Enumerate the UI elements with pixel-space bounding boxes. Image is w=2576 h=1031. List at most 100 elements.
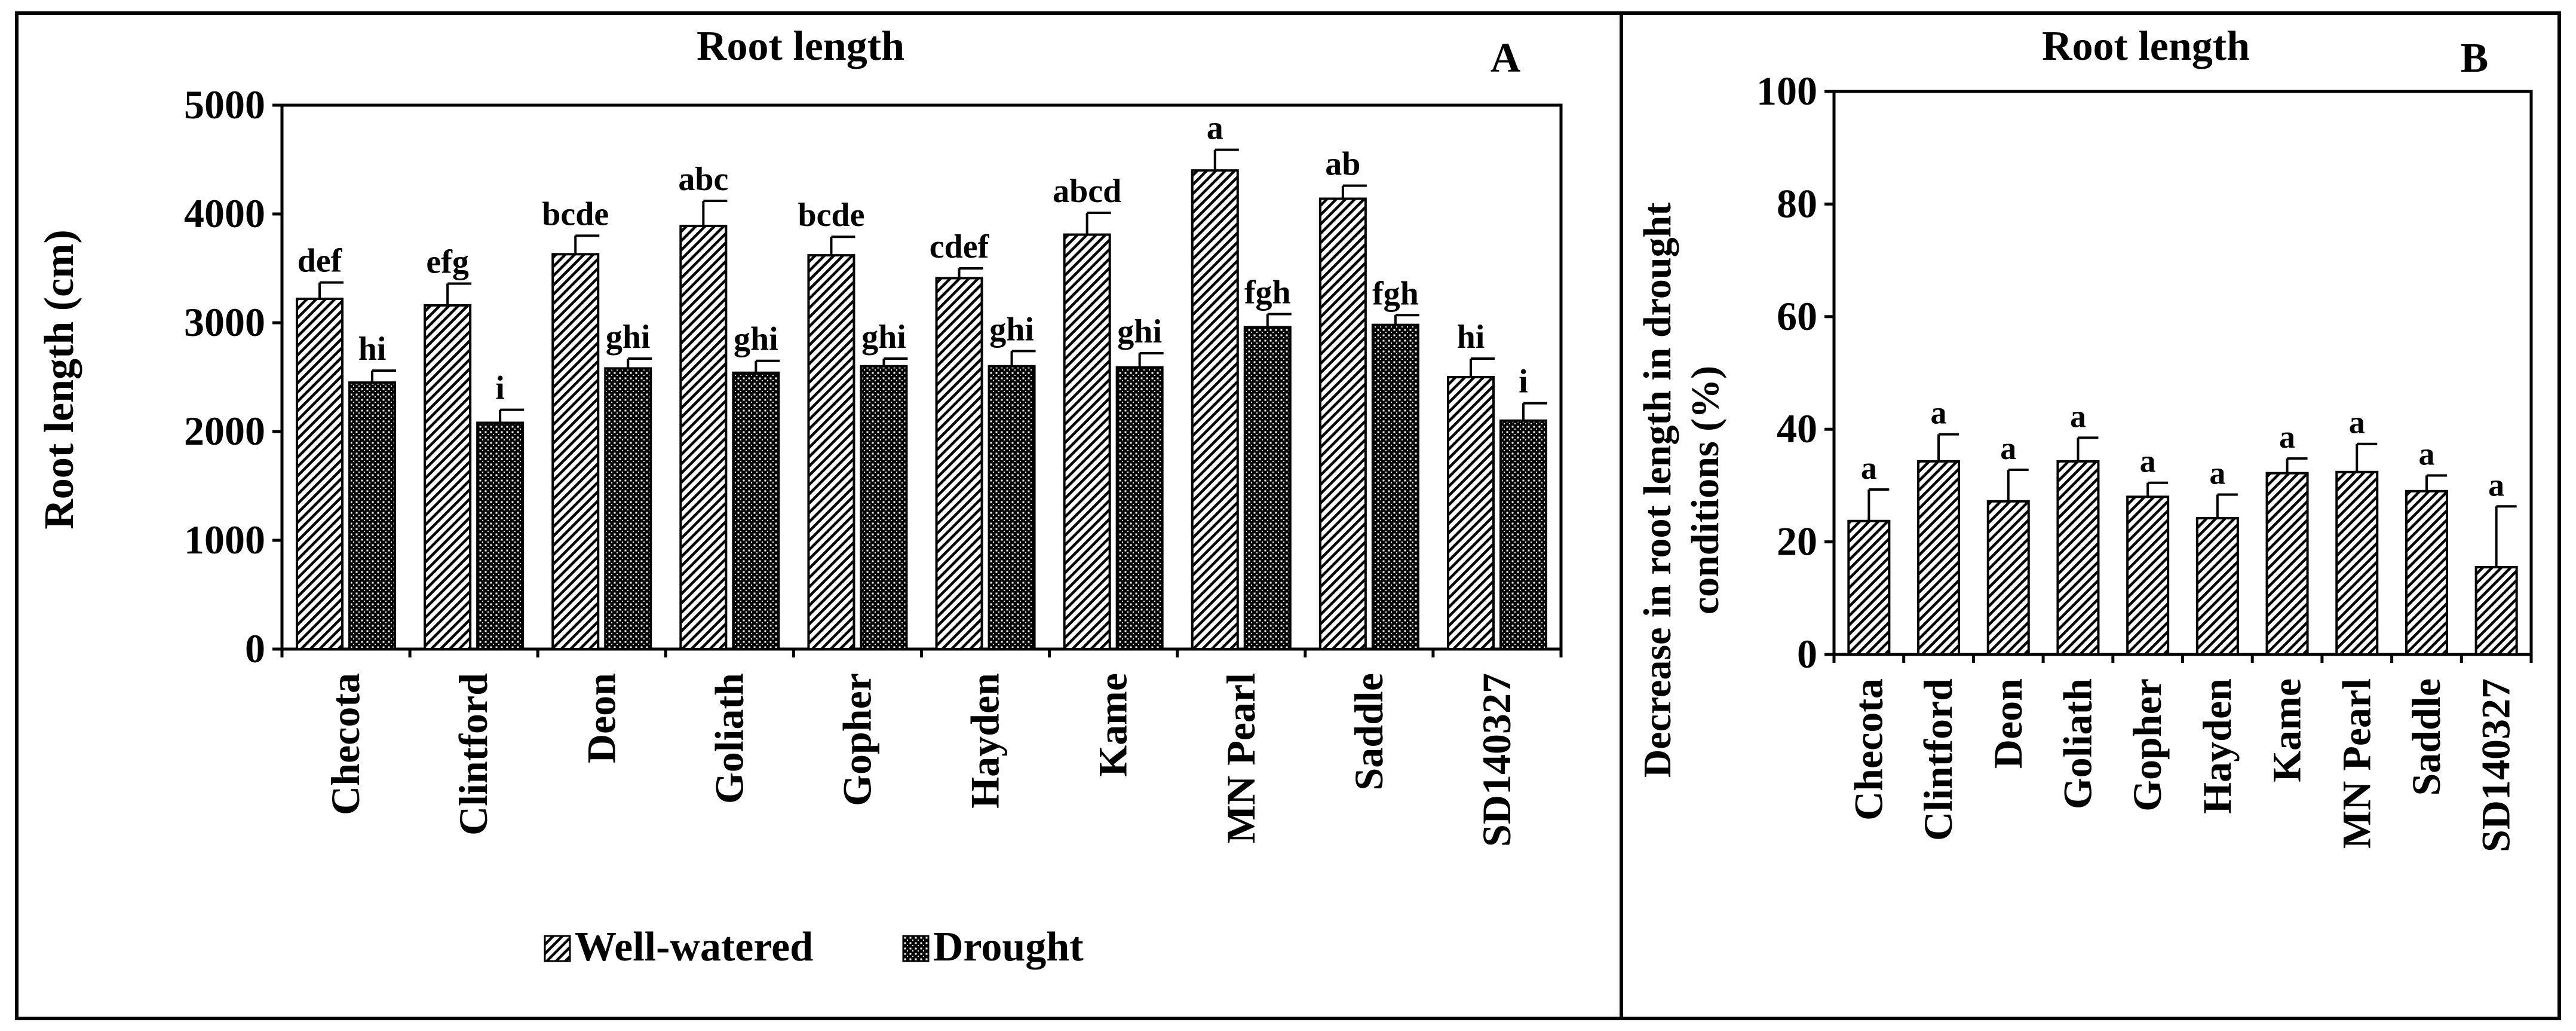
panel-b-x-tick-label-checota: Checota xyxy=(1845,678,1891,821)
panel-b-y-tick-label: 0 xyxy=(1797,631,1817,677)
panel-b-bar-decrease-goliath xyxy=(2056,460,2100,656)
panel-a-y-tick-label: 0 xyxy=(245,626,265,671)
panel-b-sig-letter-decrease-goliath: a xyxy=(2070,398,2086,434)
panel-a-sig-letter-drought-kame: ghi xyxy=(1117,313,1162,350)
legend-swatch-well-watered xyxy=(544,935,571,962)
panel-a-x-tick-label-goliath: Goliath xyxy=(706,673,752,804)
panel-b-sig-letter-decrease-saddle: a xyxy=(2418,436,2434,472)
panel-b-y-tick-label: 40 xyxy=(1777,406,1817,451)
panel-b-title: Root length xyxy=(2042,23,2250,69)
panel-a-sig-letter-drought-deon: ghi xyxy=(606,319,651,356)
panel-b-y-tick-label: 20 xyxy=(1777,519,1817,564)
panel-a-bar-well-watered-mn-pearl xyxy=(1191,169,1239,650)
panel-b-bar-decrease-mn-pearl xyxy=(2335,470,2379,656)
panel-a-bar-well-watered-checota xyxy=(296,297,344,650)
panel-a-sig-letter-well-watered-sd140327: hi xyxy=(1457,319,1485,356)
panel-b-x-tick-label-saddle: Saddle xyxy=(2403,678,2449,796)
panel-a-sig-letter-well-watered-goliath: abc xyxy=(678,161,728,198)
panel-a-y-tick-label: 3000 xyxy=(184,299,265,345)
panel-b-sig-letter-decrease-hayden: a xyxy=(2209,455,2225,491)
panel-b-sig-letter-decrease-kame: a xyxy=(2279,419,2295,455)
panel-a-bar-drought-clintford xyxy=(476,421,525,650)
panel-a-bar-well-watered-goliath xyxy=(679,225,728,650)
panel-a-sig-letter-well-watered-deon: bcde xyxy=(542,195,609,232)
panel-b-x-tick-label-goliath: Goliath xyxy=(2054,678,2100,809)
panel-a-sig-letter-well-watered-hayden: cdef xyxy=(930,228,990,265)
panel-a-bar-drought-deon xyxy=(604,367,652,650)
panel-a-bar-well-watered-gopher xyxy=(807,254,855,651)
panel-a-x-tick-label-gopher: Gopher xyxy=(834,673,879,806)
panel-a-bar-drought-gopher xyxy=(860,365,908,650)
panel-a-sig-letter-drought-saddle: fgh xyxy=(1372,275,1419,312)
panel-a-bar-drought-checota xyxy=(348,381,397,650)
panel-b-bar-decrease-clintford xyxy=(1917,460,1961,656)
panel-a-x-tick-label-saddle: Saddle xyxy=(1346,673,1391,791)
panel-b-x-tick-label-clintford: Clintford xyxy=(1915,678,1961,841)
panel-a-y-tick-label: 2000 xyxy=(184,408,265,454)
panel-a-sig-letter-well-watered-kame: abcd xyxy=(1053,173,1121,210)
panel-a-sig-letter-well-watered-checota: def xyxy=(298,243,343,280)
panel-b-frame xyxy=(1620,11,2561,1020)
panel-b-y-tick-label: 60 xyxy=(1777,293,1817,339)
panel-a-bar-well-watered-deon xyxy=(551,253,600,650)
panel-a-sig-letter-well-watered-clintford: efg xyxy=(426,243,469,280)
panel-b-bar-decrease-checota xyxy=(1847,519,1891,656)
panel-a-sig-letter-well-watered-gopher: bcde xyxy=(798,197,864,234)
panel-a-y-tick-label: 4000 xyxy=(184,191,265,236)
panel-a-x-tick-label-hayden: Hayden xyxy=(962,673,1008,809)
panel-a-legend: Well-watered Drought xyxy=(544,924,1084,970)
panel-b-x-tick-label-kame: Kame xyxy=(2264,678,2310,782)
panel-b-x-tick-label-deon: Deon xyxy=(1985,678,2031,769)
panel-b-bar-decrease-gopher xyxy=(2126,495,2170,656)
panel-a-x-tick-label-deon: Deon xyxy=(578,673,624,763)
panel-a-sig-letter-drought-gopher: ghi xyxy=(861,319,906,356)
panel-b: Root length B Decrease in root length in… xyxy=(1636,23,2533,852)
panel-a-x-tick-label-mn-pearl: MN Pearl xyxy=(1218,673,1264,843)
panel-b-sig-letter-decrease-checota: a xyxy=(1861,450,1877,486)
panel-a-sig-letter-drought-checota: hi xyxy=(358,331,387,368)
panel-a-bar-well-watered-hayden xyxy=(935,277,983,650)
panel-a-sig-letter-drought-sd140327: i xyxy=(1519,363,1528,400)
panel-b-sig-letter-decrease-sd140327: a xyxy=(2488,467,2504,503)
panel-b-x-tick-label-gopher: Gopher xyxy=(2124,678,2170,812)
panel-a-bar-drought-sd140327 xyxy=(1499,419,1547,650)
panel-a-bar-drought-goliath xyxy=(732,371,780,650)
panel-b-sig-letter-decrease-mn-pearl: a xyxy=(2349,405,2365,440)
panel-a-bar-drought-hayden xyxy=(988,365,1036,650)
panel-a-y-axis-label: Root length (cm) xyxy=(36,230,82,530)
panel-a-x-tick-label-kame: Kame xyxy=(1090,673,1136,777)
panel-a-plot-frame xyxy=(280,103,1563,651)
legend-swatch-drought xyxy=(902,935,930,962)
panel-b-sig-letter-decrease-gopher: a xyxy=(2140,443,2156,479)
panel-a-bar-drought-saddle xyxy=(1371,323,1419,650)
panel-b-letter: B xyxy=(2461,35,2489,81)
panel-b-sig-letter-decrease-deon: a xyxy=(2000,430,2016,466)
panel-b-bar-decrease-hayden xyxy=(2195,517,2239,656)
panel-a-sig-letter-drought-goliath: ghi xyxy=(734,321,778,358)
panel-b-bar-decrease-sd140327 xyxy=(2474,565,2518,656)
panel-a-bar-drought-mn-pearl xyxy=(1243,326,1292,650)
panel-b-sig-letter-decrease-clintford: a xyxy=(1931,395,1947,431)
panel-a-sig-letter-well-watered-mn-pearl: a xyxy=(1207,110,1223,147)
panel-a-y-tick-label: 5000 xyxy=(184,82,265,127)
panel-a-sig-letter-drought-clintford: i xyxy=(495,370,505,407)
panel-b-y-axis-label-line-1: Decrease in root length in drought xyxy=(1636,203,1679,778)
panel-b-y-tick-label: 100 xyxy=(1756,68,1817,114)
panel-a-bar-well-watered-saddle xyxy=(1318,197,1367,650)
panel-a-bar-drought-kame xyxy=(1115,366,1164,650)
panel-b-bar-decrease-kame xyxy=(2265,472,2309,656)
panel-a-x-tick-label-clintford: Clintford xyxy=(450,673,496,836)
legend-label-drought: Drought xyxy=(933,924,1084,970)
panel-b-x-tick-label-sd140327: SD140327 xyxy=(2473,678,2519,852)
panel-a-x-tick-label-checota: Checota xyxy=(323,673,368,815)
panel-a: Root length A Root length (cm) 0 1000 2000… xyxy=(36,23,1563,970)
panel-a-title: Root length xyxy=(697,23,904,69)
panel-b-x-tick-label-hayden: Hayden xyxy=(2194,678,2240,814)
panel-a-bar-well-watered-sd140327 xyxy=(1446,376,1495,650)
panel-a-letter: A xyxy=(1491,35,1521,81)
panel-b-x-tick-label-mn-pearl: MN Pearl xyxy=(2333,678,2379,849)
panel-b-bar-decrease-deon xyxy=(1986,500,2030,656)
panel-a-sig-letter-well-watered-saddle: ab xyxy=(1325,146,1360,183)
panel-a-x-tick-label-sd140327: SD140327 xyxy=(1474,673,1519,847)
